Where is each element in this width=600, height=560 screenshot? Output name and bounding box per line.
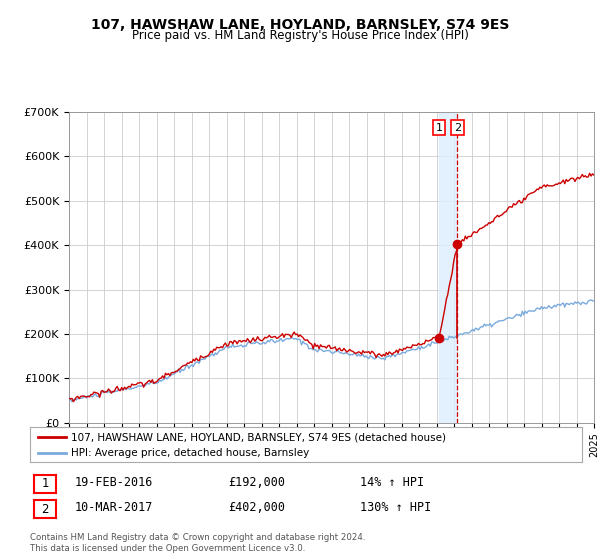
- Text: 1: 1: [41, 477, 49, 491]
- Text: £402,000: £402,000: [228, 501, 285, 515]
- Text: 2: 2: [41, 502, 49, 516]
- Text: 19-FEB-2016: 19-FEB-2016: [75, 476, 154, 489]
- Text: 10-MAR-2017: 10-MAR-2017: [75, 501, 154, 515]
- Text: 2: 2: [454, 123, 461, 133]
- Text: 1: 1: [436, 123, 442, 133]
- Text: 107, HAWSHAW LANE, HOYLAND, BARNSLEY, S74 9ES (detached house): 107, HAWSHAW LANE, HOYLAND, BARNSLEY, S7…: [71, 432, 446, 442]
- Text: HPI: Average price, detached house, Barnsley: HPI: Average price, detached house, Barn…: [71, 449, 310, 458]
- Text: £192,000: £192,000: [228, 476, 285, 489]
- Text: 14% ↑ HPI: 14% ↑ HPI: [360, 476, 424, 489]
- Text: 130% ↑ HPI: 130% ↑ HPI: [360, 501, 431, 515]
- Text: Price paid vs. HM Land Registry's House Price Index (HPI): Price paid vs. HM Land Registry's House …: [131, 29, 469, 42]
- Text: 107, HAWSHAW LANE, HOYLAND, BARNSLEY, S74 9ES: 107, HAWSHAW LANE, HOYLAND, BARNSLEY, S7…: [91, 18, 509, 32]
- Text: Contains HM Land Registry data © Crown copyright and database right 2024.
This d: Contains HM Land Registry data © Crown c…: [30, 533, 365, 553]
- Bar: [439, 112, 457, 423]
